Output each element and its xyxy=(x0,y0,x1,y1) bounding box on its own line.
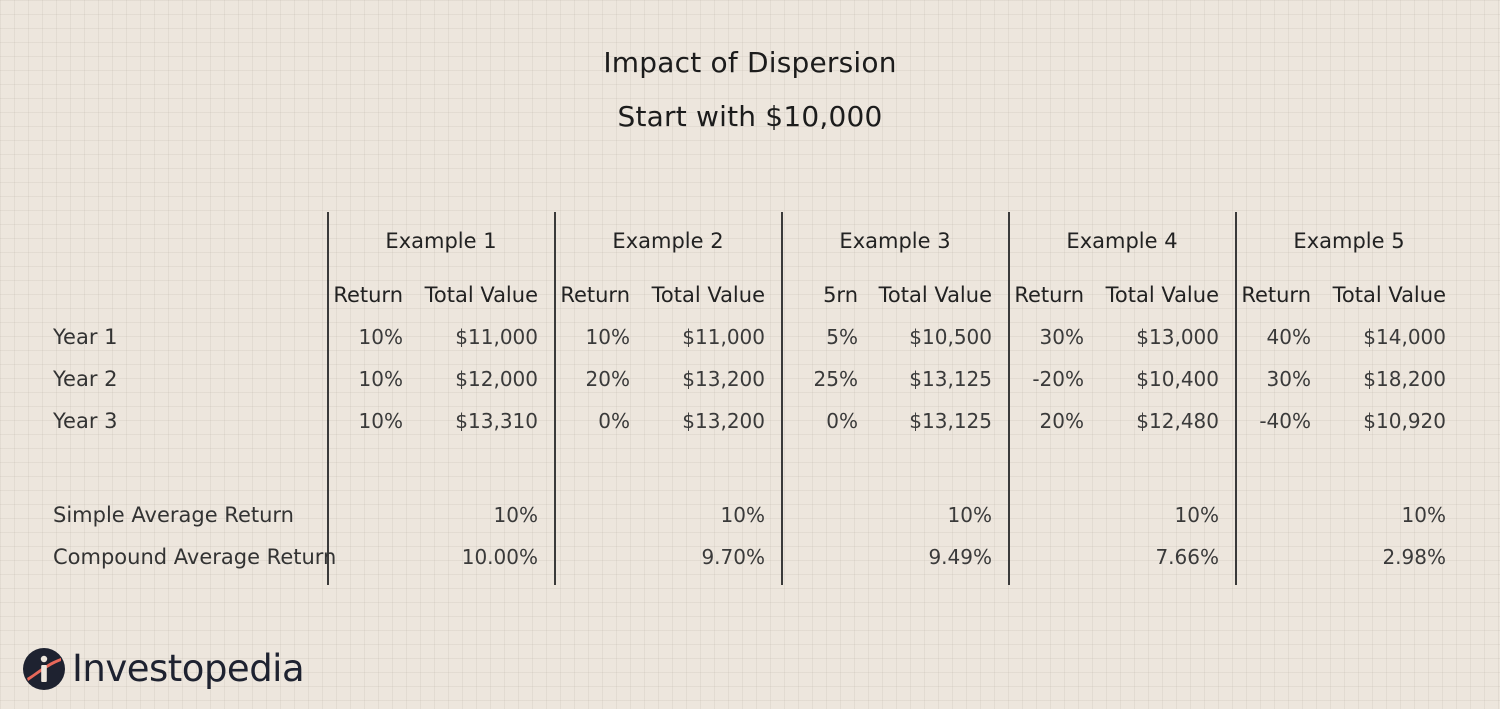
example-header: Example 3 xyxy=(839,229,951,253)
column-divider xyxy=(781,212,783,585)
example-header: Example 1 xyxy=(385,229,497,253)
simple-average-cell: 10% xyxy=(1401,503,1446,527)
column-divider xyxy=(1008,212,1010,585)
investopedia-logo[interactable]: Investopedia xyxy=(22,644,305,694)
total-value-cell: $13,000 xyxy=(1136,325,1219,349)
return-cell: 10% xyxy=(358,325,403,349)
total-value-cell: $13,310 xyxy=(455,409,538,433)
return-cell: 10% xyxy=(585,325,630,349)
return-header: Return xyxy=(1241,283,1311,307)
total-value-cell: $13,200 xyxy=(682,367,765,391)
return-cell: 10% xyxy=(358,409,403,433)
example-header: Example 5 xyxy=(1293,229,1405,253)
total-value-cell: $13,125 xyxy=(909,409,992,433)
return-cell: 5% xyxy=(826,325,858,349)
row-label-compound-average: Compound Average Return xyxy=(53,545,337,569)
total-value-cell: $13,200 xyxy=(682,409,765,433)
simple-average-cell: 10% xyxy=(493,503,538,527)
simple-average-cell: 10% xyxy=(947,503,992,527)
return-cell: 10% xyxy=(358,367,403,391)
return-cell: -20% xyxy=(1032,367,1084,391)
return-cell: -40% xyxy=(1259,409,1311,433)
compound-average-cell: 10.00% xyxy=(461,545,538,569)
total-value-header: Total Value xyxy=(1105,283,1219,307)
return-header: Return xyxy=(560,283,630,307)
total-value-header: Total Value xyxy=(651,283,765,307)
page-title: Impact of Dispersion xyxy=(603,46,897,79)
page-subtitle: Start with $10,000 xyxy=(617,100,883,133)
total-value-cell: $13,125 xyxy=(909,367,992,391)
compound-average-cell: 9.70% xyxy=(701,545,765,569)
total-value-header: Total Value xyxy=(878,283,992,307)
total-value-cell: $12,000 xyxy=(455,367,538,391)
return-cell: 40% xyxy=(1266,325,1311,349)
row-label-year-2: Year 2 xyxy=(53,367,118,391)
total-value-cell: $18,200 xyxy=(1363,367,1446,391)
investopedia-logo-icon xyxy=(23,648,65,690)
return-cell: 0% xyxy=(826,409,858,433)
return-cell: 20% xyxy=(1039,409,1084,433)
total-value-header: Total Value xyxy=(424,283,538,307)
return-cell: 30% xyxy=(1039,325,1084,349)
row-label-year-1: Year 1 xyxy=(53,325,118,349)
return-header: 5rn xyxy=(823,283,858,307)
brand-name: Investopedia xyxy=(72,647,305,690)
total-value-cell: $10,400 xyxy=(1136,367,1219,391)
simple-average-cell: 10% xyxy=(1174,503,1219,527)
example-header: Example 2 xyxy=(612,229,724,253)
row-label-year-3: Year 3 xyxy=(53,409,118,433)
column-divider xyxy=(327,212,329,585)
total-value-header: Total Value xyxy=(1332,283,1446,307)
compound-average-cell: 2.98% xyxy=(1382,545,1446,569)
return-cell: 20% xyxy=(585,367,630,391)
total-value-cell: $14,000 xyxy=(1363,325,1446,349)
total-value-cell: $10,500 xyxy=(909,325,992,349)
compound-average-cell: 9.49% xyxy=(928,545,992,569)
return-cell: 25% xyxy=(813,367,858,391)
total-value-cell: $11,000 xyxy=(455,325,538,349)
compound-average-cell: 7.66% xyxy=(1155,545,1219,569)
column-divider xyxy=(1235,212,1237,585)
return-header: Return xyxy=(1014,283,1084,307)
example-header: Example 4 xyxy=(1066,229,1178,253)
return-header: Return xyxy=(333,283,403,307)
simple-average-cell: 10% xyxy=(720,503,765,527)
return-cell: 30% xyxy=(1266,367,1311,391)
total-value-cell: $10,920 xyxy=(1363,409,1446,433)
column-divider xyxy=(554,212,556,585)
total-value-cell: $11,000 xyxy=(682,325,765,349)
row-label-simple-average: Simple Average Return xyxy=(53,503,294,527)
total-value-cell: $12,480 xyxy=(1136,409,1219,433)
return-cell: 0% xyxy=(598,409,630,433)
